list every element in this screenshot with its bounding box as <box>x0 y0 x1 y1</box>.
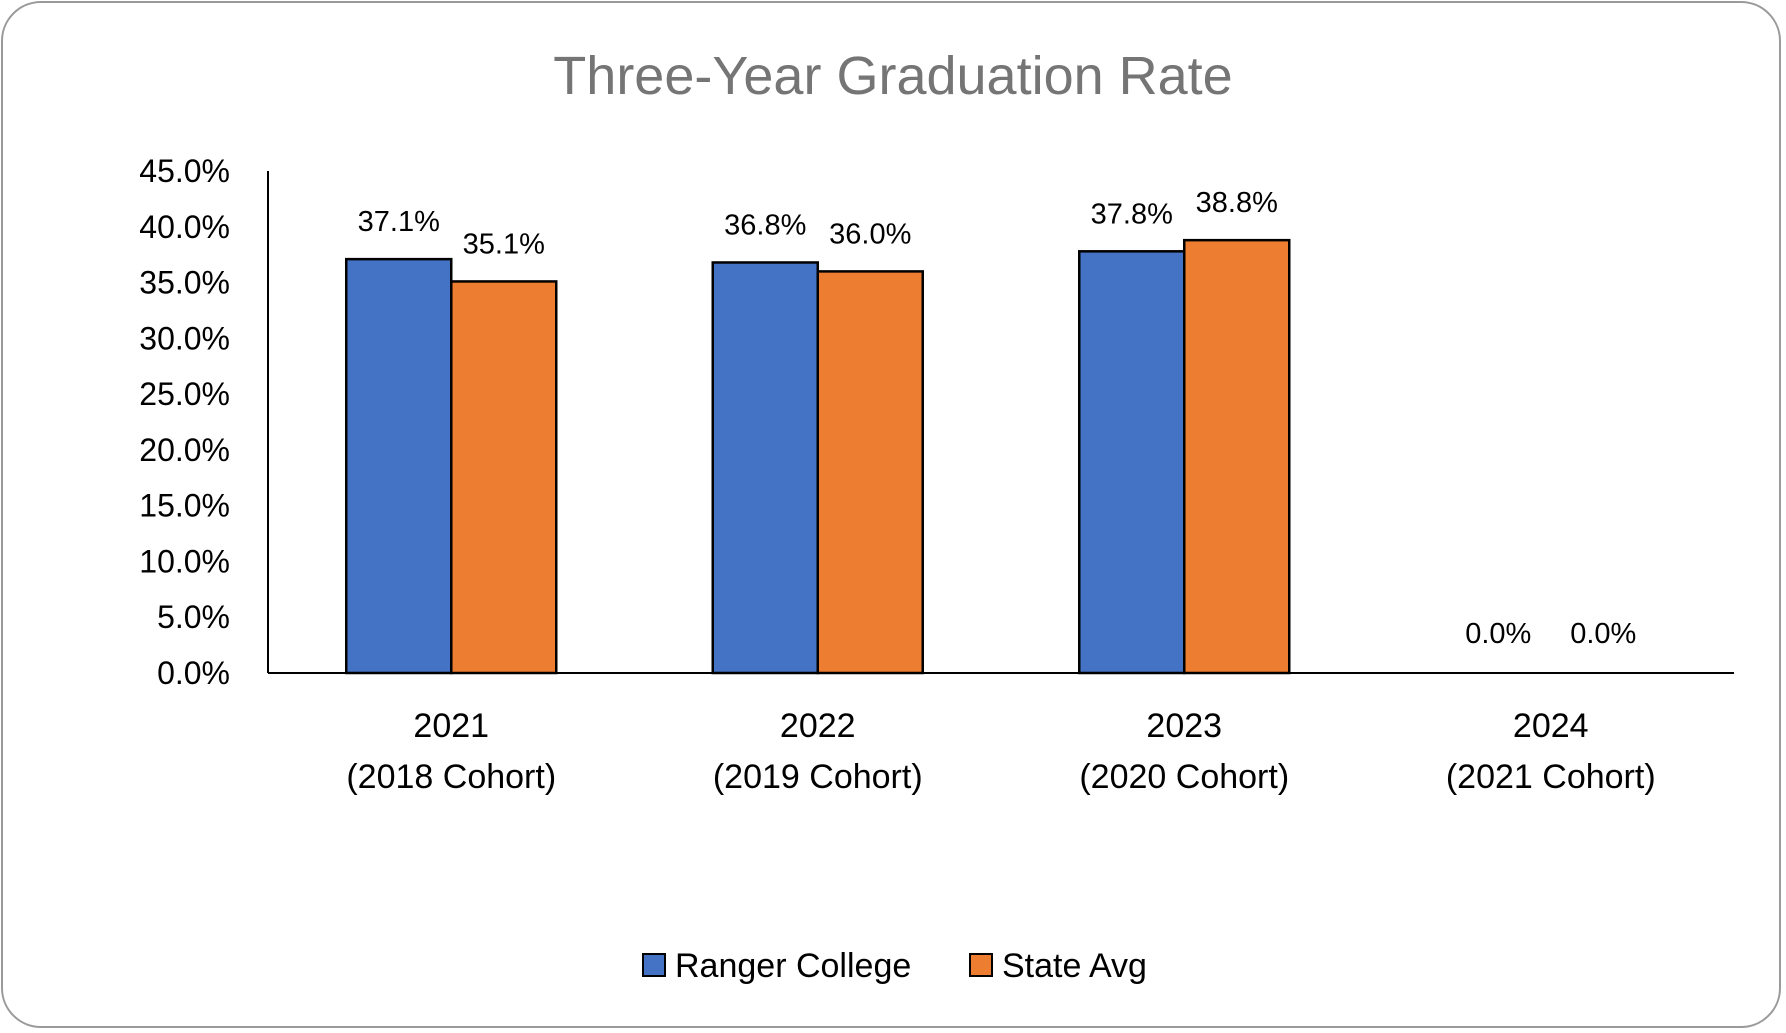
bar-ranger-college <box>1078 250 1186 675</box>
bars <box>345 238 1291 675</box>
x-tick-label: 2023 <box>1146 707 1222 745</box>
y-tick-label: 45.0% <box>139 153 230 189</box>
x-tick-label: (2021 Cohort) <box>1446 758 1656 796</box>
x-tick-label: (2018 Cohort) <box>346 758 556 796</box>
data-label: 36.0% <box>829 218 911 250</box>
y-tick-label: 0.0% <box>157 655 230 691</box>
x-tick-label: (2019 Cohort) <box>713 758 923 796</box>
y-tick-label: 20.0% <box>139 432 230 468</box>
legend-label: Ranger College <box>675 947 911 985</box>
data-label: 0.0% <box>1570 618 1636 650</box>
y-tick-label: 35.0% <box>139 265 230 301</box>
x-tick-label: 2021 <box>413 707 489 745</box>
x-tick-label: 2022 <box>780 707 856 745</box>
x-axis: 2021 (2018 Cohort) 2022 (2019 Cohort) 2023 (2… <box>268 672 1734 796</box>
data-label: 36.8% <box>724 209 806 241</box>
data-labels: 37.1% 35.1% 36.8% 36.0% 37.8% 38.8% 0.0% 0.0% <box>358 187 1637 650</box>
data-label: 37.1% <box>358 206 440 238</box>
bar-state-avg <box>1183 238 1291 675</box>
chart-title: Three-Year Graduation Rate <box>553 46 1232 106</box>
x-tick-label: (2020 Cohort) <box>1079 758 1289 796</box>
y-tick-label: 25.0% <box>139 376 230 412</box>
data-label: 35.1% <box>463 228 545 260</box>
y-axis: 0.0% 5.0% 10.0% 15.0% 20.0% 25.0% 30.0% 35.0% 40… <box>139 153 269 691</box>
y-tick-label: 30.0% <box>139 320 230 356</box>
bar-ranger-college <box>345 257 453 675</box>
bar-ranger-college <box>711 261 819 675</box>
data-label: 38.8% <box>1196 187 1278 219</box>
legend-label: State Avg <box>1002 947 1147 985</box>
legend-swatch <box>969 953 993 977</box>
legend: Ranger College State Avg <box>642 947 1147 985</box>
y-tick-label: 5.0% <box>157 599 230 635</box>
data-label: 37.8% <box>1091 198 1173 230</box>
legend-swatch <box>642 953 666 977</box>
bar-state-avg <box>450 280 558 675</box>
bar-state-avg <box>816 270 924 675</box>
x-tick-label: 2024 <box>1513 707 1589 745</box>
y-tick-label: 10.0% <box>139 543 230 579</box>
y-tick-label: 15.0% <box>139 488 230 524</box>
y-tick-label: 40.0% <box>139 209 230 245</box>
data-label: 0.0% <box>1465 618 1531 650</box>
